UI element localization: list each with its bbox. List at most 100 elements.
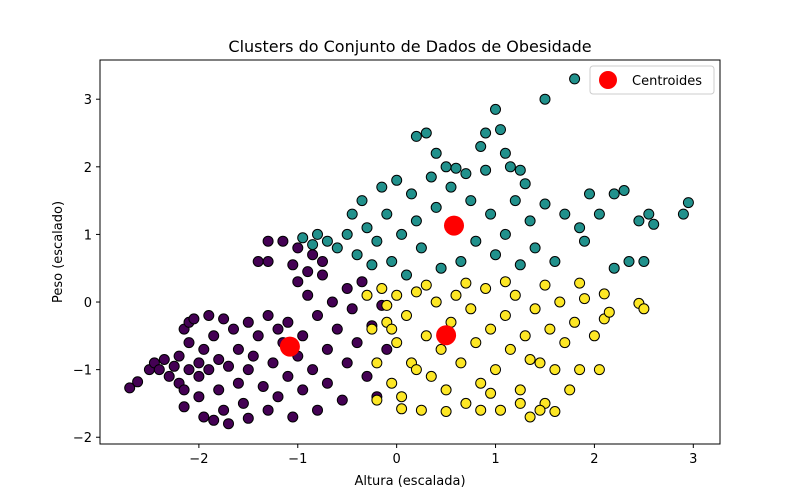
data-point-cluster-0	[312, 404, 323, 416]
data-point-cluster-0	[262, 310, 274, 321]
data-point-cluster-0	[242, 316, 254, 328]
data-point-cluster-1	[415, 242, 427, 254]
data-point-cluster-0	[297, 330, 309, 342]
data-point-cluster-1	[509, 195, 521, 207]
data-point-cluster-2	[391, 289, 403, 301]
data-point-cluster-0	[228, 323, 239, 335]
y-axis: −2 −1 0 1 2 3	[73, 93, 100, 446]
data-point-cluster-1	[579, 235, 590, 247]
data-point-cluster-2	[519, 330, 531, 342]
data-point-cluster-0	[208, 414, 220, 426]
data-point-cluster-2	[549, 364, 561, 376]
data-point-cluster-0	[346, 303, 358, 315]
data-point-cluster-2	[361, 289, 373, 301]
data-point-cluster-1	[401, 269, 412, 281]
data-point-cluster-1	[648, 218, 660, 230]
data-point-cluster-1	[539, 93, 551, 105]
data-point-cluster-0	[237, 397, 249, 409]
data-point-cluster-1	[425, 171, 437, 183]
data-point-cluster-2	[371, 394, 383, 406]
y-axis-label: Peso (escalado)	[51, 201, 66, 303]
data-point-cluster-0	[198, 343, 210, 355]
x-axis-label: Altura (escalada)	[354, 474, 465, 489]
data-point-cluster-2	[455, 357, 467, 369]
data-point-cluster-0	[312, 310, 323, 321]
data-point-cluster-0	[178, 401, 190, 413]
data-point-cluster-0	[183, 337, 195, 349]
data-point-cluster-1	[440, 161, 452, 173]
data-point-cluster-0	[223, 418, 234, 430]
data-point-cluster-1	[618, 185, 630, 196]
data-point-cluster-1	[480, 164, 492, 176]
data-point-cluster-2	[410, 286, 422, 298]
data-point-cluster-2	[460, 397, 472, 409]
data-point-cluster-0	[351, 337, 363, 349]
data-point-cluster-1	[677, 208, 689, 220]
data-point-cluster-1	[312, 228, 323, 240]
data-point-cluster-0	[203, 310, 215, 321]
data-point-cluster-1	[361, 222, 373, 234]
data-point-cluster-2	[371, 357, 383, 369]
data-point-cluster-1	[430, 201, 442, 213]
data-point-cluster-1	[633, 215, 645, 227]
data-point-cluster-1	[297, 232, 309, 244]
data-point-cluster-1	[475, 141, 487, 152]
data-point-cluster-0	[341, 283, 353, 294]
data-point-cluster-2	[435, 343, 447, 355]
data-point-cluster-2	[396, 403, 408, 415]
data-point-cluster-0	[307, 364, 319, 376]
data-point-cluster-2	[514, 384, 526, 396]
data-point-cluster-0	[242, 412, 254, 424]
data-point-cluster-1	[514, 259, 526, 271]
data-point-cluster-2	[554, 296, 566, 308]
data-point-cluster-0	[173, 350, 185, 362]
legend-centroid-marker	[599, 71, 617, 89]
data-point-cluster-0	[381, 343, 393, 355]
data-point-cluster-2	[425, 370, 437, 382]
data-point-cluster-0	[193, 370, 205, 382]
data-point-cluster-1	[499, 147, 511, 159]
data-point-cluster-0	[223, 360, 234, 372]
data-point-cluster-2	[490, 364, 501, 376]
data-point-cluster-0	[336, 394, 348, 406]
data-point-cluster-2	[396, 391, 408, 403]
data-point-cluster-2	[485, 323, 497, 335]
data-point-cluster-1	[435, 262, 447, 274]
data-point-cluster-2	[430, 296, 442, 308]
data-point-cluster-1	[396, 228, 408, 240]
data-point-cluster-1	[381, 208, 393, 220]
data-point-cluster-0	[213, 354, 225, 365]
data-point-cluster-1	[386, 256, 398, 267]
data-point-cluster-1	[430, 147, 442, 159]
data-point-cluster-2	[386, 323, 398, 335]
data-point-cluster-2	[391, 337, 403, 349]
data-point-cluster-0	[297, 384, 309, 396]
data-point-cluster-1	[514, 164, 526, 176]
data-point-cluster-2	[440, 406, 452, 417]
data-point-cluster-2	[420, 330, 432, 342]
data-point-cluster-2	[401, 310, 412, 321]
data-point-cluster-0	[262, 404, 274, 416]
data-point-cluster-1	[445, 181, 457, 193]
data-point-cluster-0	[307, 249, 319, 261]
data-point-cluster-2	[465, 303, 477, 315]
data-point-cluster-1	[480, 127, 492, 139]
data-point-cluster-0	[292, 242, 304, 254]
data-point-cluster-2	[569, 316, 581, 328]
data-point-cluster-0	[287, 259, 299, 271]
data-point-cluster-0	[302, 289, 314, 301]
x-tick-label: 3	[689, 452, 697, 467]
data-point-cluster-0	[262, 256, 274, 267]
data-point-cluster-0	[302, 266, 314, 278]
data-point-cluster-0	[356, 276, 368, 288]
data-point-cluster-2	[495, 404, 506, 416]
plot-area	[124, 73, 694, 430]
data-point-cluster-1	[504, 161, 516, 173]
data-point-cluster-1	[341, 228, 353, 240]
data-point-cluster-2	[475, 377, 487, 389]
data-point-cluster-2	[579, 293, 590, 305]
data-point-cluster-0	[158, 354, 170, 365]
data-point-cluster-1	[623, 256, 635, 267]
data-point-cluster-1	[524, 215, 536, 227]
